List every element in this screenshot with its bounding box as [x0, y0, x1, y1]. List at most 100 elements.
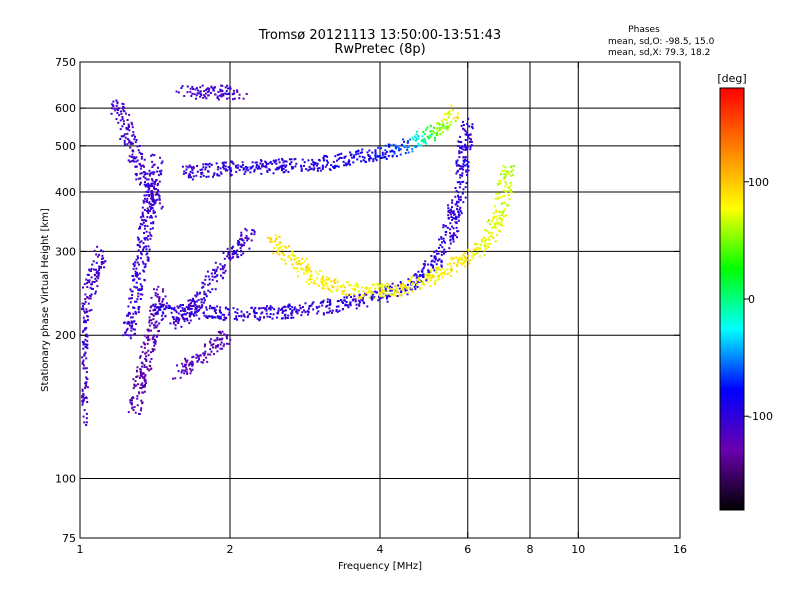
data-point [239, 247, 242, 250]
data-point [205, 295, 208, 298]
data-point [198, 292, 201, 295]
data-point [335, 305, 338, 308]
data-point [148, 169, 151, 172]
data-point [135, 174, 138, 177]
data-point [483, 240, 486, 243]
data-point [173, 309, 176, 312]
data-point [437, 275, 440, 278]
data-point [213, 276, 216, 279]
data-point [82, 316, 85, 319]
data-point [240, 231, 243, 234]
data-point [213, 339, 216, 342]
data-point [154, 305, 156, 308]
data-point [255, 164, 258, 167]
data-point [236, 249, 239, 252]
data-point [422, 131, 425, 133]
data-point [135, 286, 138, 289]
data-point [433, 250, 436, 253]
data-point [147, 211, 149, 213]
data-point [467, 254, 470, 257]
data-point [464, 139, 467, 141]
data-point [450, 234, 453, 237]
data-point [147, 185, 150, 188]
data-point [86, 401, 89, 403]
data-point [191, 368, 194, 371]
data-point [142, 221, 145, 224]
data-point [229, 255, 231, 258]
data-point [224, 86, 227, 89]
data-point [127, 313, 130, 316]
data-point [154, 294, 157, 297]
data-point [216, 95, 219, 98]
data-point [256, 167, 259, 170]
data-point [499, 179, 502, 182]
data-point [146, 197, 149, 200]
data-point [504, 190, 507, 193]
data-point [434, 266, 437, 269]
data-point [234, 311, 237, 314]
data-point [200, 361, 203, 364]
data-point [150, 197, 153, 200]
data-point [464, 196, 467, 199]
data-point [454, 119, 457, 122]
data-point [429, 270, 432, 273]
data-point [437, 122, 440, 125]
data-point [175, 318, 178, 321]
data-point [464, 260, 467, 263]
data-point [217, 91, 220, 93]
data-point [443, 248, 446, 251]
data-point [501, 211, 504, 214]
data-point [501, 224, 504, 227]
data-point [132, 133, 135, 136]
data-point [344, 162, 347, 165]
data-point [446, 268, 449, 271]
data-point [123, 139, 126, 142]
data-point [186, 319, 189, 322]
data-point [216, 97, 219, 99]
x-tick-label: 8 [527, 543, 534, 556]
data-point [192, 297, 194, 300]
data-point [466, 258, 468, 261]
data-point [435, 271, 438, 274]
data-point [506, 204, 509, 207]
data-point [245, 93, 248, 95]
data-point [421, 268, 424, 271]
data-point [394, 285, 397, 288]
data-point [272, 172, 275, 175]
data-point [502, 189, 505, 192]
data-point [426, 277, 429, 280]
data-point [184, 317, 187, 320]
data-point [142, 242, 145, 245]
data-point [345, 296, 348, 299]
data-point [145, 360, 148, 362]
data-point [361, 286, 363, 289]
data-point [322, 313, 325, 316]
data-point [291, 167, 294, 170]
data-point [145, 194, 148, 197]
data-point [453, 213, 456, 216]
data-point [239, 243, 242, 246]
data-point [87, 279, 89, 282]
data-point [307, 268, 310, 271]
data-point [185, 366, 188, 369]
data-point [227, 166, 230, 168]
data-point [380, 283, 383, 286]
data-point [486, 245, 489, 248]
data-point [476, 243, 479, 245]
data-point [417, 270, 420, 273]
data-point [101, 257, 103, 260]
data-point [495, 234, 498, 237]
data-point [447, 126, 450, 129]
data-point [251, 165, 254, 168]
data-point [82, 367, 85, 370]
data-point [374, 290, 377, 293]
data-point [280, 165, 283, 168]
data-point [400, 288, 403, 291]
data-point [148, 369, 150, 372]
data-point [230, 169, 233, 172]
data-point [437, 277, 440, 280]
data-point [206, 90, 209, 93]
data-point [205, 166, 208, 169]
data-point [137, 177, 140, 180]
data-point [400, 293, 403, 295]
